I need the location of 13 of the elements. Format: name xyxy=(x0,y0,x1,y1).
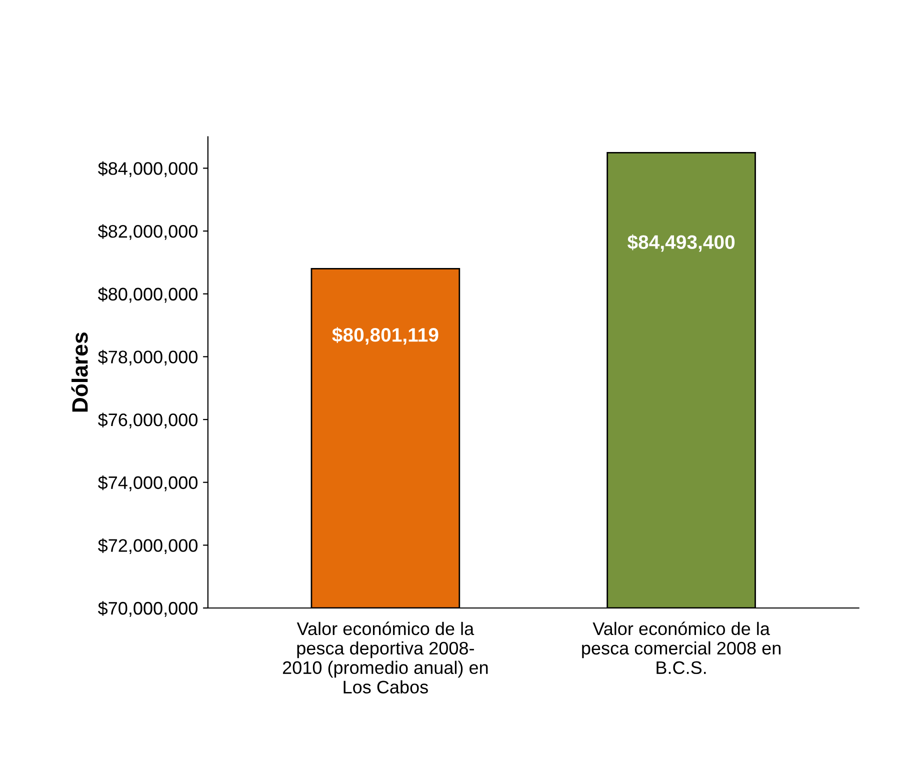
y-tick-label: $76,000,000 xyxy=(98,412,198,428)
x-tick-label: Valor económico de la pesca deportiva 2008- 2010 (promedio anual) en Los Cabos xyxy=(282,622,488,694)
y-tick-label: $74,000,000 xyxy=(98,476,198,492)
y-tick-label: $84,000,000 xyxy=(98,161,198,178)
data-label: $84,493,400 xyxy=(627,234,735,252)
data-label: $80,801,119 xyxy=(332,327,438,345)
y-tick-label: $82,000,000 xyxy=(98,224,198,240)
y-tick-label: $80,000,000 xyxy=(98,287,198,303)
y-tick-label: $70,000,000 xyxy=(98,601,198,617)
y-tick-label: $72,000,000 xyxy=(98,538,198,554)
x-tick-label: Valor económico de la pesca comercial 2008 en B.C.S. xyxy=(582,622,780,674)
y-axis-title: Dólares xyxy=(71,332,88,412)
y-tick-label: $78,000,000 xyxy=(98,350,198,366)
